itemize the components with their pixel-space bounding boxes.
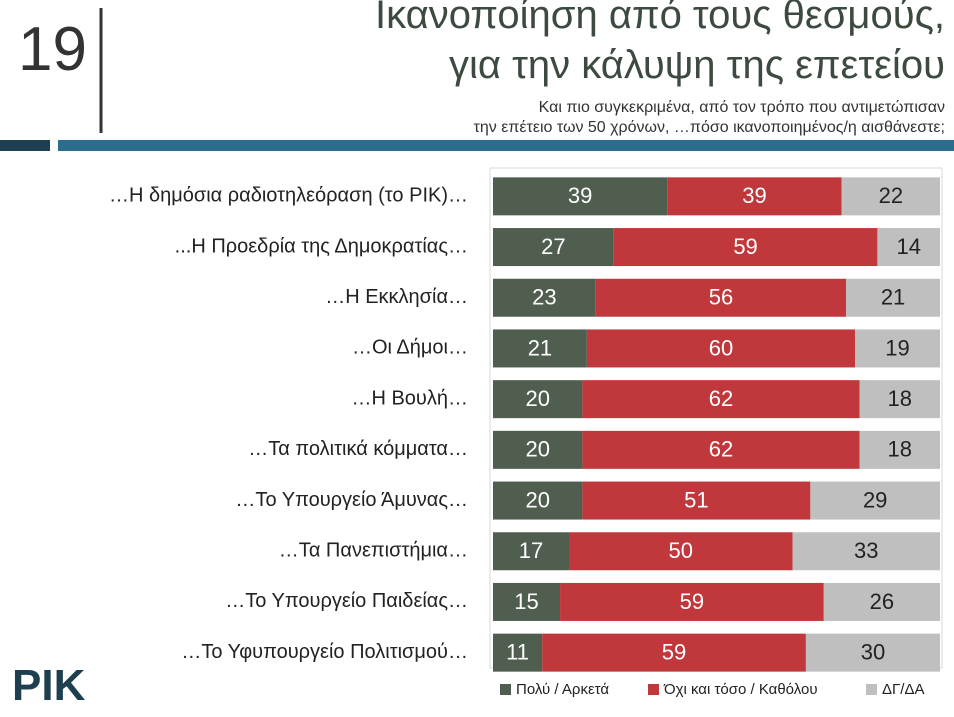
bar-segment	[810, 481, 940, 520]
bar-segment	[586, 329, 856, 368]
value-label: 17	[519, 538, 543, 563]
band	[58, 140, 954, 151]
bar-segment	[493, 278, 596, 317]
value-label: 62	[709, 386, 733, 411]
bar-segment	[493, 380, 583, 419]
page-number: 19	[18, 15, 87, 84]
bar-segment	[493, 532, 569, 571]
category-label: …Οι Δήμοι…	[352, 337, 468, 359]
value-label: 51	[684, 487, 708, 512]
value-label: 19	[885, 335, 909, 360]
bar-segment	[859, 430, 940, 469]
value-label: 14	[896, 234, 920, 259]
bar-segment	[493, 430, 583, 469]
bar-segment	[846, 278, 940, 317]
legend-swatch	[866, 684, 877, 695]
logo: PIK	[12, 661, 86, 710]
bar-segment	[667, 177, 842, 216]
bar-segment	[582, 380, 860, 419]
value-label: 56	[709, 285, 733, 310]
bar-segment	[823, 582, 940, 621]
value-label: 60	[709, 335, 733, 360]
value-label: 20	[525, 437, 549, 462]
title: Ικανοποίηση από τους θεσμούς,	[375, 0, 945, 37]
value-label: 18	[888, 386, 912, 411]
value-label: 26	[870, 589, 894, 614]
bar-segment	[613, 228, 878, 267]
value-label: 22	[879, 183, 903, 208]
legend-label: Πολύ / Αρκετά	[516, 681, 609, 698]
category-label: …Τα Πανεπιστήμια…	[279, 540, 468, 562]
bar-segment	[568, 532, 793, 571]
bar-segment	[595, 278, 847, 317]
category-label: …Το Υφυπουργείο Πολιτισμού…	[181, 641, 468, 663]
band-dark	[0, 140, 50, 151]
value-label: 59	[662, 639, 686, 664]
category-label: …Τα πολιτικά κόμματα…	[248, 438, 468, 460]
bar-segment	[855, 329, 940, 368]
bar-segment	[582, 481, 811, 520]
legend-label: ΔΓ/ΔΑ	[882, 681, 924, 698]
value-label: 39	[568, 183, 592, 208]
value-label: 59	[680, 589, 704, 614]
category-label: …Το Υπουργείο Άμυνας…	[235, 489, 468, 511]
value-label: 29	[863, 487, 887, 512]
bar-segment	[582, 430, 860, 469]
value-label: 21	[881, 285, 905, 310]
legend-swatch	[648, 684, 659, 695]
category-label: …Το Υπουργείο Παιδείας…	[225, 590, 468, 612]
subtitle: Και πιο συγκεκριμένα, από τον τρόπο που …	[539, 99, 945, 116]
value-label: 20	[525, 386, 549, 411]
subtitle: την επέτειο των 50 χρόνων, …πόσο ικανοπο…	[474, 119, 945, 136]
bar-segment	[493, 582, 561, 621]
legend-label: Όχι και τόσο / Καθόλου	[663, 681, 818, 698]
category-label: …Η Εκκλησία…	[325, 286, 468, 308]
category-label: …Η Βουλή…	[351, 387, 468, 409]
bar-segment	[542, 633, 806, 672]
bar-segment	[493, 228, 614, 267]
value-label: 62	[709, 437, 733, 462]
value-label: 39	[742, 183, 766, 208]
bar-segment	[493, 481, 583, 520]
value-label: 27	[541, 234, 565, 259]
category-label: ...Η Προεδρία της Δημοκρατίας…	[175, 235, 468, 257]
title: για την κάλυψη της επετείου	[449, 43, 945, 87]
legend-swatch	[500, 684, 511, 695]
bar-segment	[877, 228, 940, 267]
value-label: 59	[733, 234, 757, 259]
bar-segment	[841, 177, 940, 216]
value-label: 50	[668, 538, 692, 563]
value-label: 33	[854, 538, 878, 563]
bar-segment	[859, 380, 940, 419]
bar-segment	[560, 582, 824, 621]
value-label: 23	[532, 285, 556, 310]
bar-segment	[792, 532, 940, 571]
value-label: 20	[525, 487, 549, 512]
bar-segment	[493, 177, 668, 216]
value-label: 30	[861, 639, 885, 664]
value-label: 21	[528, 335, 552, 360]
value-label: 18	[888, 437, 912, 462]
bar-segment	[493, 633, 543, 672]
category-label: …Η δημόσια ραδιοτηλεόραση (το ΡΙΚ)…	[109, 185, 468, 207]
value-label: 11	[506, 639, 529, 664]
bar-segment	[493, 329, 587, 368]
value-label: 15	[514, 589, 538, 614]
bar-segment	[805, 633, 940, 672]
